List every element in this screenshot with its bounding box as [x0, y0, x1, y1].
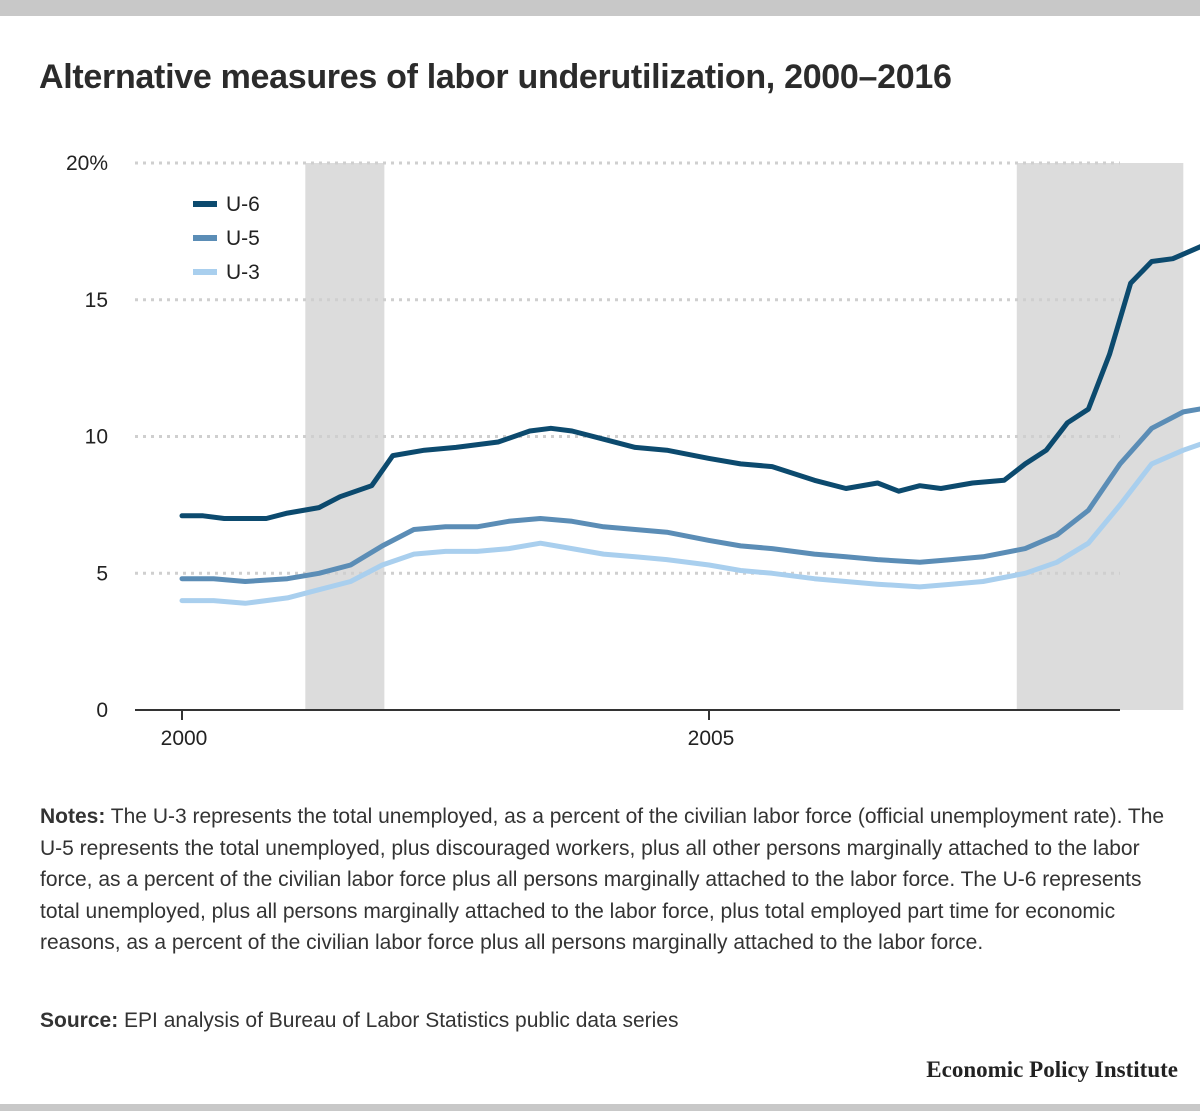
- organization-logo-text: Economic Policy Institute: [926, 1057, 1178, 1082]
- series-line-u-6: [179, 244, 1200, 521]
- chart-title: Alternative measures of labor underutili…: [39, 58, 952, 96]
- y-tick-label: 15: [85, 289, 108, 312]
- source: Source: EPI analysis of Bureau of Labor …: [40, 1006, 1140, 1036]
- legend: U-6 U-5 U-3: [177, 175, 281, 293]
- legend-label-u-3: U-3: [226, 261, 260, 284]
- series-lines: [179, 244, 1200, 606]
- top-border-bar: [0, 0, 1200, 16]
- source-label: Source:: [40, 1009, 119, 1032]
- recession-shading: [305, 163, 1184, 710]
- x-tick-label: 2005: [688, 727, 735, 750]
- recession-band-2: [1016, 163, 1184, 710]
- x-tick-label: 2000: [161, 727, 208, 750]
- series-line-u-3: [179, 441, 1200, 606]
- source-text: EPI analysis of Bureau of Labor Statisti…: [118, 1009, 679, 1032]
- legend-label-u-6: U-6: [226, 193, 260, 216]
- legend-label-u-5: U-5: [226, 227, 260, 250]
- series-line-u-5: [179, 406, 1200, 584]
- y-tick-label: 10: [85, 426, 108, 449]
- bottom-border-bar: [0, 1104, 1200, 1111]
- y-tick-label: 0: [96, 699, 108, 722]
- notes-text: The U-3 represents the total unemployed,…: [40, 805, 1165, 954]
- notes: Notes: The U-3 represents the total unem…: [40, 801, 1165, 959]
- y-tick-label: 20%: [66, 152, 108, 175]
- y-tick-label: 5: [96, 562, 108, 585]
- notes-label: Notes:: [40, 805, 106, 828]
